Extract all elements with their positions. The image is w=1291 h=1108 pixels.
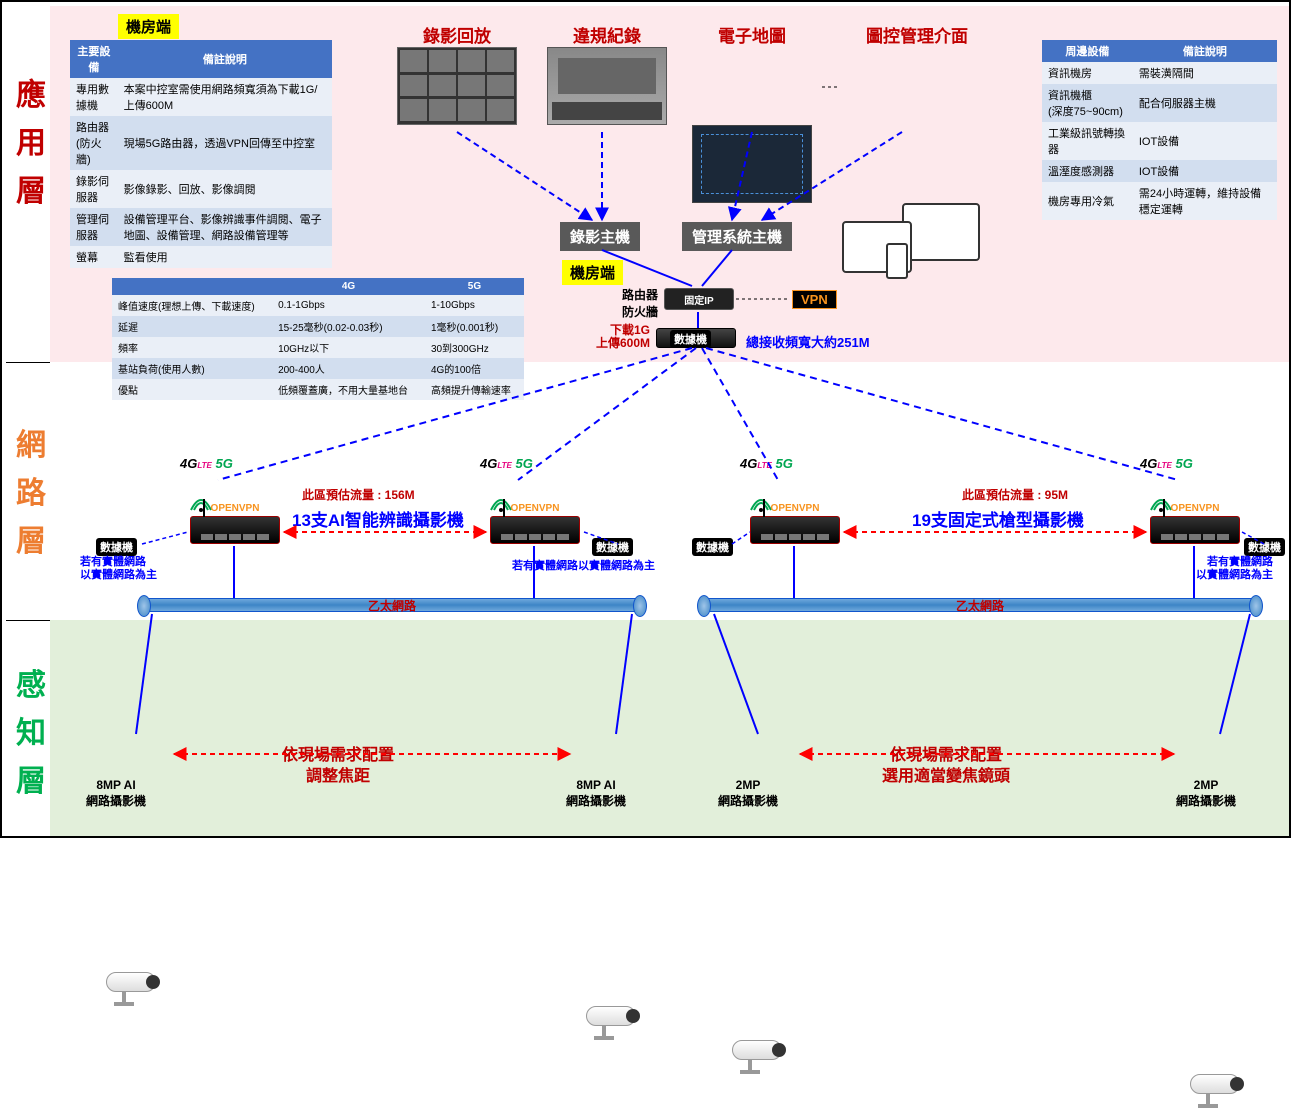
device-fixed-ip-router: 固定IP: [664, 288, 734, 310]
table-peripheral: 周邊設備備註說明 資訊機房需裝潢隔間 資訊機櫃 (深度75~90cm)配合伺服器…: [1042, 40, 1277, 220]
sec-title-dashboard: 圖控管理介面: [842, 22, 992, 47]
modem-1: 數據機: [96, 538, 137, 556]
thumb-playback: [397, 47, 517, 125]
ethernet-tube-left: 乙太網路: [142, 598, 642, 612]
modem-3: 數據機: [692, 538, 733, 556]
thumb-dashboard: [842, 203, 982, 281]
sec-title-emap: 電子地圖: [692, 22, 812, 47]
fallback-2: 若有實體網路以實體網路為主: [512, 560, 655, 573]
sec-title-violation: 違規紀錄: [547, 22, 667, 47]
label-dl-ul: 下載1G 上傳600M: [570, 324, 650, 350]
table-main-equipment: 主要設備備註說明 專用數據機本案中控室需使用網路頻寬須為下載1G/上傳600M …: [70, 40, 332, 268]
cluster-3: 4GLTE 5G OPENVPN: [750, 482, 840, 544]
sec-title-playback: 錄影回放: [397, 22, 517, 47]
device-modem: 數據機: [656, 328, 736, 348]
host-recording: 錄影主機: [560, 222, 640, 251]
layer-label-app: 應用層: [12, 72, 50, 216]
modem-4: 數據機: [1244, 538, 1285, 556]
layer-label-net: 網路層: [12, 422, 50, 566]
thumb-violation: [547, 47, 667, 125]
cluster-1: 4GLTE 5G OPENVPN: [190, 482, 280, 544]
camera-2mp-2: [1180, 1074, 1250, 1108]
cam-label-8mp-1: 8MP AI 網路攝影機: [86, 778, 146, 809]
need-left: 依現場需求配置 調整焦距: [282, 746, 394, 788]
badge-machine-room-1: 機房端: [118, 14, 179, 39]
cam-label-2mp-1: 2MP 網路攝影機: [718, 778, 778, 809]
camera-2mp-1: [722, 1040, 792, 1074]
cam-label-8mp-2: 8MP AI 網路攝影機: [566, 778, 626, 809]
camera-8mp-1: [96, 972, 166, 1006]
host-management: 管理系統主機: [682, 222, 792, 251]
label-router-fw: 路由器 防火牆: [602, 286, 658, 320]
traffic-right: 此區預估流量 : 95M: [962, 486, 1068, 503]
badge-machine-room-2: 機房端: [562, 260, 623, 285]
diagram-root: 應用層 網路層 感知層 機房端 主要設備備註說明 專用數據機本案中控室需使用網路…: [0, 0, 1291, 838]
modem-2: 數據機: [592, 538, 633, 556]
fallback-1: 若有實體網路 以實體網路為主: [80, 556, 157, 582]
fallback-4: 若有實體網路 以實體網路為主: [1196, 556, 1273, 582]
thumb-emap: [692, 125, 812, 203]
layer-sense-bg: [50, 620, 1289, 836]
need-right: 依現場需求配置 選用適當變焦鏡頭: [882, 746, 1010, 788]
camera-8mp-2: [576, 1006, 646, 1040]
table-4g5g: 4G5G 峰值速度(理想上傳、下載速度)0.1-1Gbps1-10Gbps 延遲…: [112, 278, 524, 400]
label-total-bw: 總接收頻寬大約251M: [746, 332, 870, 351]
layer-label-sense: 感知層: [12, 662, 50, 806]
badge-vpn: VPN: [792, 290, 837, 309]
label-ai-cams: 13支AI智能辨識攝影機: [292, 506, 464, 531]
cluster-2: 4GLTE 5G OPENVPN: [490, 482, 580, 544]
ethernet-tube-right: 乙太網路: [702, 598, 1258, 612]
cluster-4: 4GLTE 5G OPENVPN: [1150, 482, 1240, 544]
cam-label-2mp-2: 2MP 網路攝影機: [1176, 778, 1236, 809]
traffic-left: 此區預估流量 : 156M: [302, 486, 415, 503]
label-fixed-cams: 19支固定式槍型攝影機: [912, 506, 1084, 531]
